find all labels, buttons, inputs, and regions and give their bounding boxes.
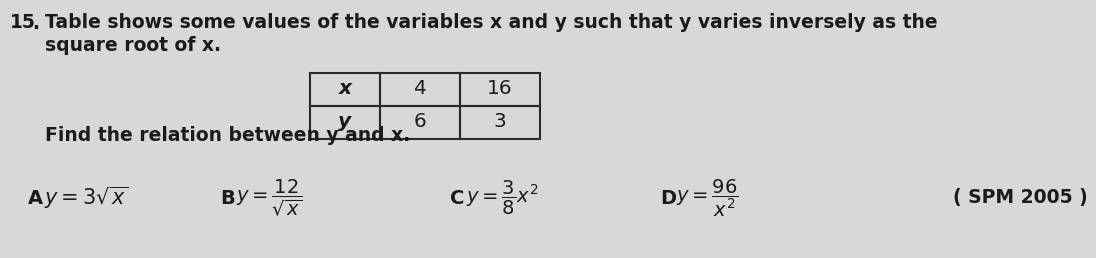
Bar	[310, 73, 380, 106]
Text: $y = 3\sqrt{x}$: $y = 3\sqrt{x}$	[44, 185, 128, 211]
Text: 3: 3	[493, 112, 506, 131]
Text: ( SPM 2005 ): ( SPM 2005 )	[954, 189, 1088, 207]
Bar	[380, 73, 460, 106]
Text: x: x	[339, 79, 352, 98]
Text: $y = \dfrac{96}{x^2}$: $y = \dfrac{96}{x^2}$	[676, 177, 739, 219]
Bar	[310, 106, 380, 139]
Text: A: A	[28, 189, 43, 207]
Text: 16: 16	[488, 79, 513, 98]
Text: B: B	[220, 189, 235, 207]
Text: C: C	[450, 189, 465, 207]
Text: 4: 4	[413, 79, 426, 98]
Bar	[460, 73, 540, 106]
Text: 15: 15	[10, 13, 36, 32]
Text: $y = \dfrac{12}{\sqrt{x}}$: $y = \dfrac{12}{\sqrt{x}}$	[236, 178, 302, 219]
Text: 6: 6	[413, 112, 426, 131]
Bar	[460, 106, 540, 139]
Text: $y = \dfrac{3}{8}x^2$: $y = \dfrac{3}{8}x^2$	[466, 179, 538, 217]
Text: Table shows some values of the variables x and y such that y varies inversely as: Table shows some values of the variables…	[45, 13, 937, 32]
Text: y: y	[339, 112, 352, 131]
Text: D: D	[660, 189, 676, 207]
Text: square root of x.: square root of x.	[45, 36, 221, 55]
Text: Find the relation between y and x.: Find the relation between y and x.	[45, 126, 410, 145]
Text: .: .	[32, 14, 39, 33]
Bar	[380, 106, 460, 139]
